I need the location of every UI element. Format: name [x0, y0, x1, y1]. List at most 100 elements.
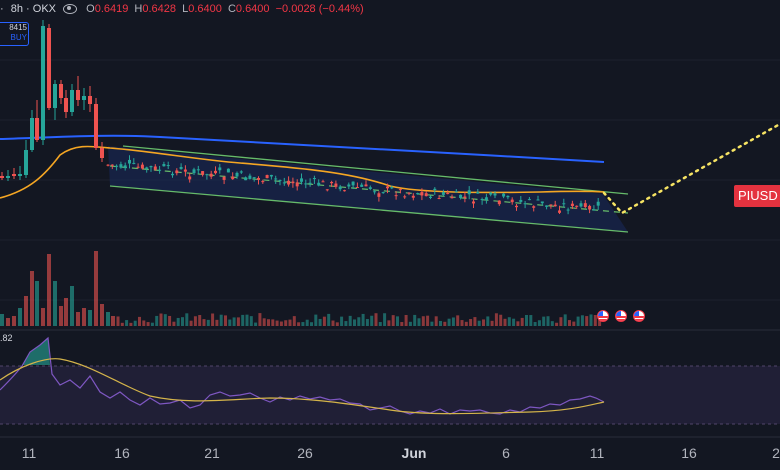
candle — [222, 176, 226, 180]
volume-bar — [482, 319, 485, 326]
candle — [558, 210, 561, 213]
candle — [330, 181, 334, 184]
low-label: L — [182, 3, 189, 15]
volume-bar — [30, 271, 34, 326]
ticker-tag[interactable]: PIUSD — [734, 185, 780, 207]
volume-bar — [353, 319, 356, 326]
candle — [532, 206, 536, 208]
volume-bar — [391, 315, 395, 326]
candle — [562, 203, 566, 205]
candle — [12, 174, 16, 176]
rsi-overbought-fill — [22, 338, 50, 365]
volume-bar — [443, 321, 447, 326]
x-axis-label: 11 — [589, 445, 605, 461]
x-axis-label: 11 — [21, 445, 37, 461]
candle — [119, 164, 123, 168]
candle — [35, 118, 39, 140]
volume-bar — [275, 320, 279, 326]
volume-bar — [262, 318, 266, 326]
volume-bar — [456, 315, 460, 326]
volume-bar — [460, 320, 464, 326]
us-flag-icon[interactable] — [597, 310, 609, 322]
volume-bar — [59, 306, 63, 326]
blue-ma-line — [0, 134, 605, 163]
volume-bar — [310, 322, 313, 326]
candle — [231, 176, 235, 180]
volume-bar — [267, 319, 270, 326]
candle — [497, 200, 501, 205]
candle — [82, 96, 86, 100]
volume-bar — [335, 322, 339, 326]
candle — [433, 188, 437, 190]
candle — [269, 174, 273, 177]
volume-bar — [413, 314, 417, 326]
candle — [295, 182, 299, 187]
volume-bar — [400, 322, 404, 326]
candle — [94, 104, 98, 148]
volume-bar — [106, 312, 110, 326]
candle — [446, 193, 450, 195]
candle — [239, 171, 243, 173]
order-side: BUY — [10, 33, 27, 42]
candle — [368, 187, 372, 189]
candle — [467, 190, 471, 195]
candle — [183, 169, 187, 172]
volume-bar — [215, 319, 219, 326]
volume-bar — [189, 320, 193, 326]
candle — [18, 174, 22, 176]
us-flag-icon[interactable] — [633, 310, 645, 322]
volume-bar — [236, 317, 240, 326]
volume-bar — [568, 320, 571, 326]
candle — [153, 166, 157, 170]
candle — [115, 165, 119, 167]
candle — [110, 164, 114, 166]
volume-bar — [464, 321, 468, 326]
candle — [540, 201, 544, 204]
candle — [252, 177, 256, 179]
volume-bar — [374, 313, 378, 326]
candle — [248, 175, 252, 179]
channel-bottom — [109, 185, 629, 233]
volume-bar — [181, 317, 184, 326]
candle — [179, 166, 183, 170]
rsi-band — [0, 366, 780, 424]
volume-bar — [507, 317, 511, 326]
order-price-box[interactable]: 8415 BUY — [0, 22, 29, 46]
us-flag-icon[interactable] — [615, 310, 627, 322]
volume-bar — [155, 315, 159, 326]
volume-bar — [447, 318, 451, 326]
candle — [523, 203, 527, 205]
candle — [100, 148, 104, 158]
exchange[interactable]: OKX — [32, 3, 57, 15]
candle — [265, 175, 269, 179]
volume-bar — [490, 320, 494, 326]
x-axis-label: 16 — [681, 445, 697, 461]
low-value: 0.6400 — [188, 3, 222, 15]
volume-bar — [70, 286, 74, 326]
candle — [355, 187, 359, 189]
volume-bar — [404, 315, 408, 326]
interval[interactable]: 8h — [10, 3, 23, 15]
candle — [317, 182, 321, 186]
volume-bar — [585, 316, 589, 326]
candle — [64, 98, 68, 112]
volume-bar — [254, 322, 258, 326]
volume-bar — [559, 317, 563, 326]
volume-bar — [142, 320, 146, 326]
volume-bar — [357, 317, 361, 326]
candle — [261, 181, 265, 183]
volume-bar — [344, 321, 348, 326]
volume-bar — [550, 321, 554, 326]
candle — [325, 189, 329, 191]
volume-bar — [41, 308, 45, 326]
candle — [373, 191, 377, 193]
candle — [476, 192, 480, 194]
candle — [149, 166, 153, 168]
candle — [287, 180, 291, 185]
symbol-name[interactable]: · — [0, 3, 4, 15]
volume-bar — [516, 321, 520, 326]
rsi-value: .82 — [0, 333, 13, 343]
eye-icon[interactable] — [63, 4, 78, 15]
candle — [312, 178, 316, 180]
